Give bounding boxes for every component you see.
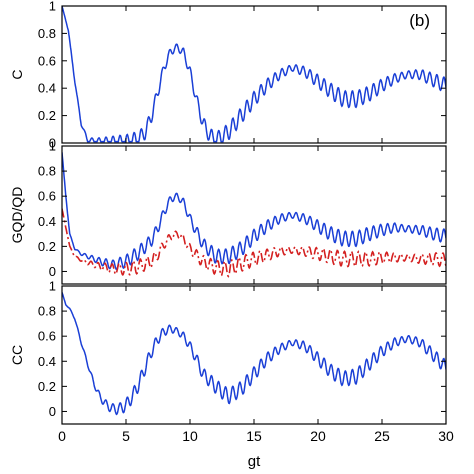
plot-frame	[61, 145, 447, 285]
y-tick-label: 1	[49, 279, 56, 294]
y-tick-label: 0.8	[38, 304, 56, 319]
y-tick-label: 1	[49, 139, 56, 154]
y-tick-label: 0.6	[38, 329, 56, 344]
blue-series-line	[62, 152, 446, 271]
y-tick-label: 0.2	[38, 108, 56, 123]
y-axis-label: GQD/QD	[9, 187, 25, 244]
red-dashdot-series-line	[62, 208, 446, 278]
y-tick-label: 0.8	[38, 164, 56, 179]
x-tick-label: 15	[246, 428, 262, 444]
y-tick-label: 0.8	[38, 26, 56, 41]
y-tick-label: 0.2	[38, 239, 56, 254]
x-tick-label: 0	[58, 428, 66, 444]
x-tick-label: 25	[374, 428, 390, 444]
y-tick-label: 0.4	[38, 214, 56, 229]
y-tick-label: 0.4	[38, 81, 56, 96]
y-tick-label: 0	[49, 404, 56, 419]
y-tick-label: 0.4	[38, 354, 56, 369]
blue-series-line	[62, 6, 446, 143]
panel-c: 0 0.2 0.4 0.6 0.8 1 C	[9, 0, 447, 151]
panel-gqd-qd: 0 0.2 0.4 0.6 0.8 1 GQD/QD	[9, 139, 447, 285]
y-axis-label: CC	[9, 345, 25, 365]
x-axis-label: gt	[248, 453, 261, 470]
y-tick-label: 0.2	[38, 379, 56, 394]
x-tick-label: 20	[310, 428, 326, 444]
x-tick-label: 5	[122, 428, 130, 444]
plot-frame	[61, 5, 447, 144]
y-tick-label: 0.6	[38, 53, 56, 68]
y-tick-label: 1	[49, 0, 56, 14]
blue-series-line	[62, 292, 446, 416]
y-tick-label: 0.6	[38, 189, 56, 204]
y-axis-label: C	[9, 69, 25, 79]
panel-label: (b)	[409, 11, 430, 30]
x-tick-label: 10	[182, 428, 198, 444]
x-tick-label: 30	[438, 428, 454, 444]
y-tick-label: 0	[49, 264, 56, 279]
y-tick-label: 0	[49, 136, 56, 151]
